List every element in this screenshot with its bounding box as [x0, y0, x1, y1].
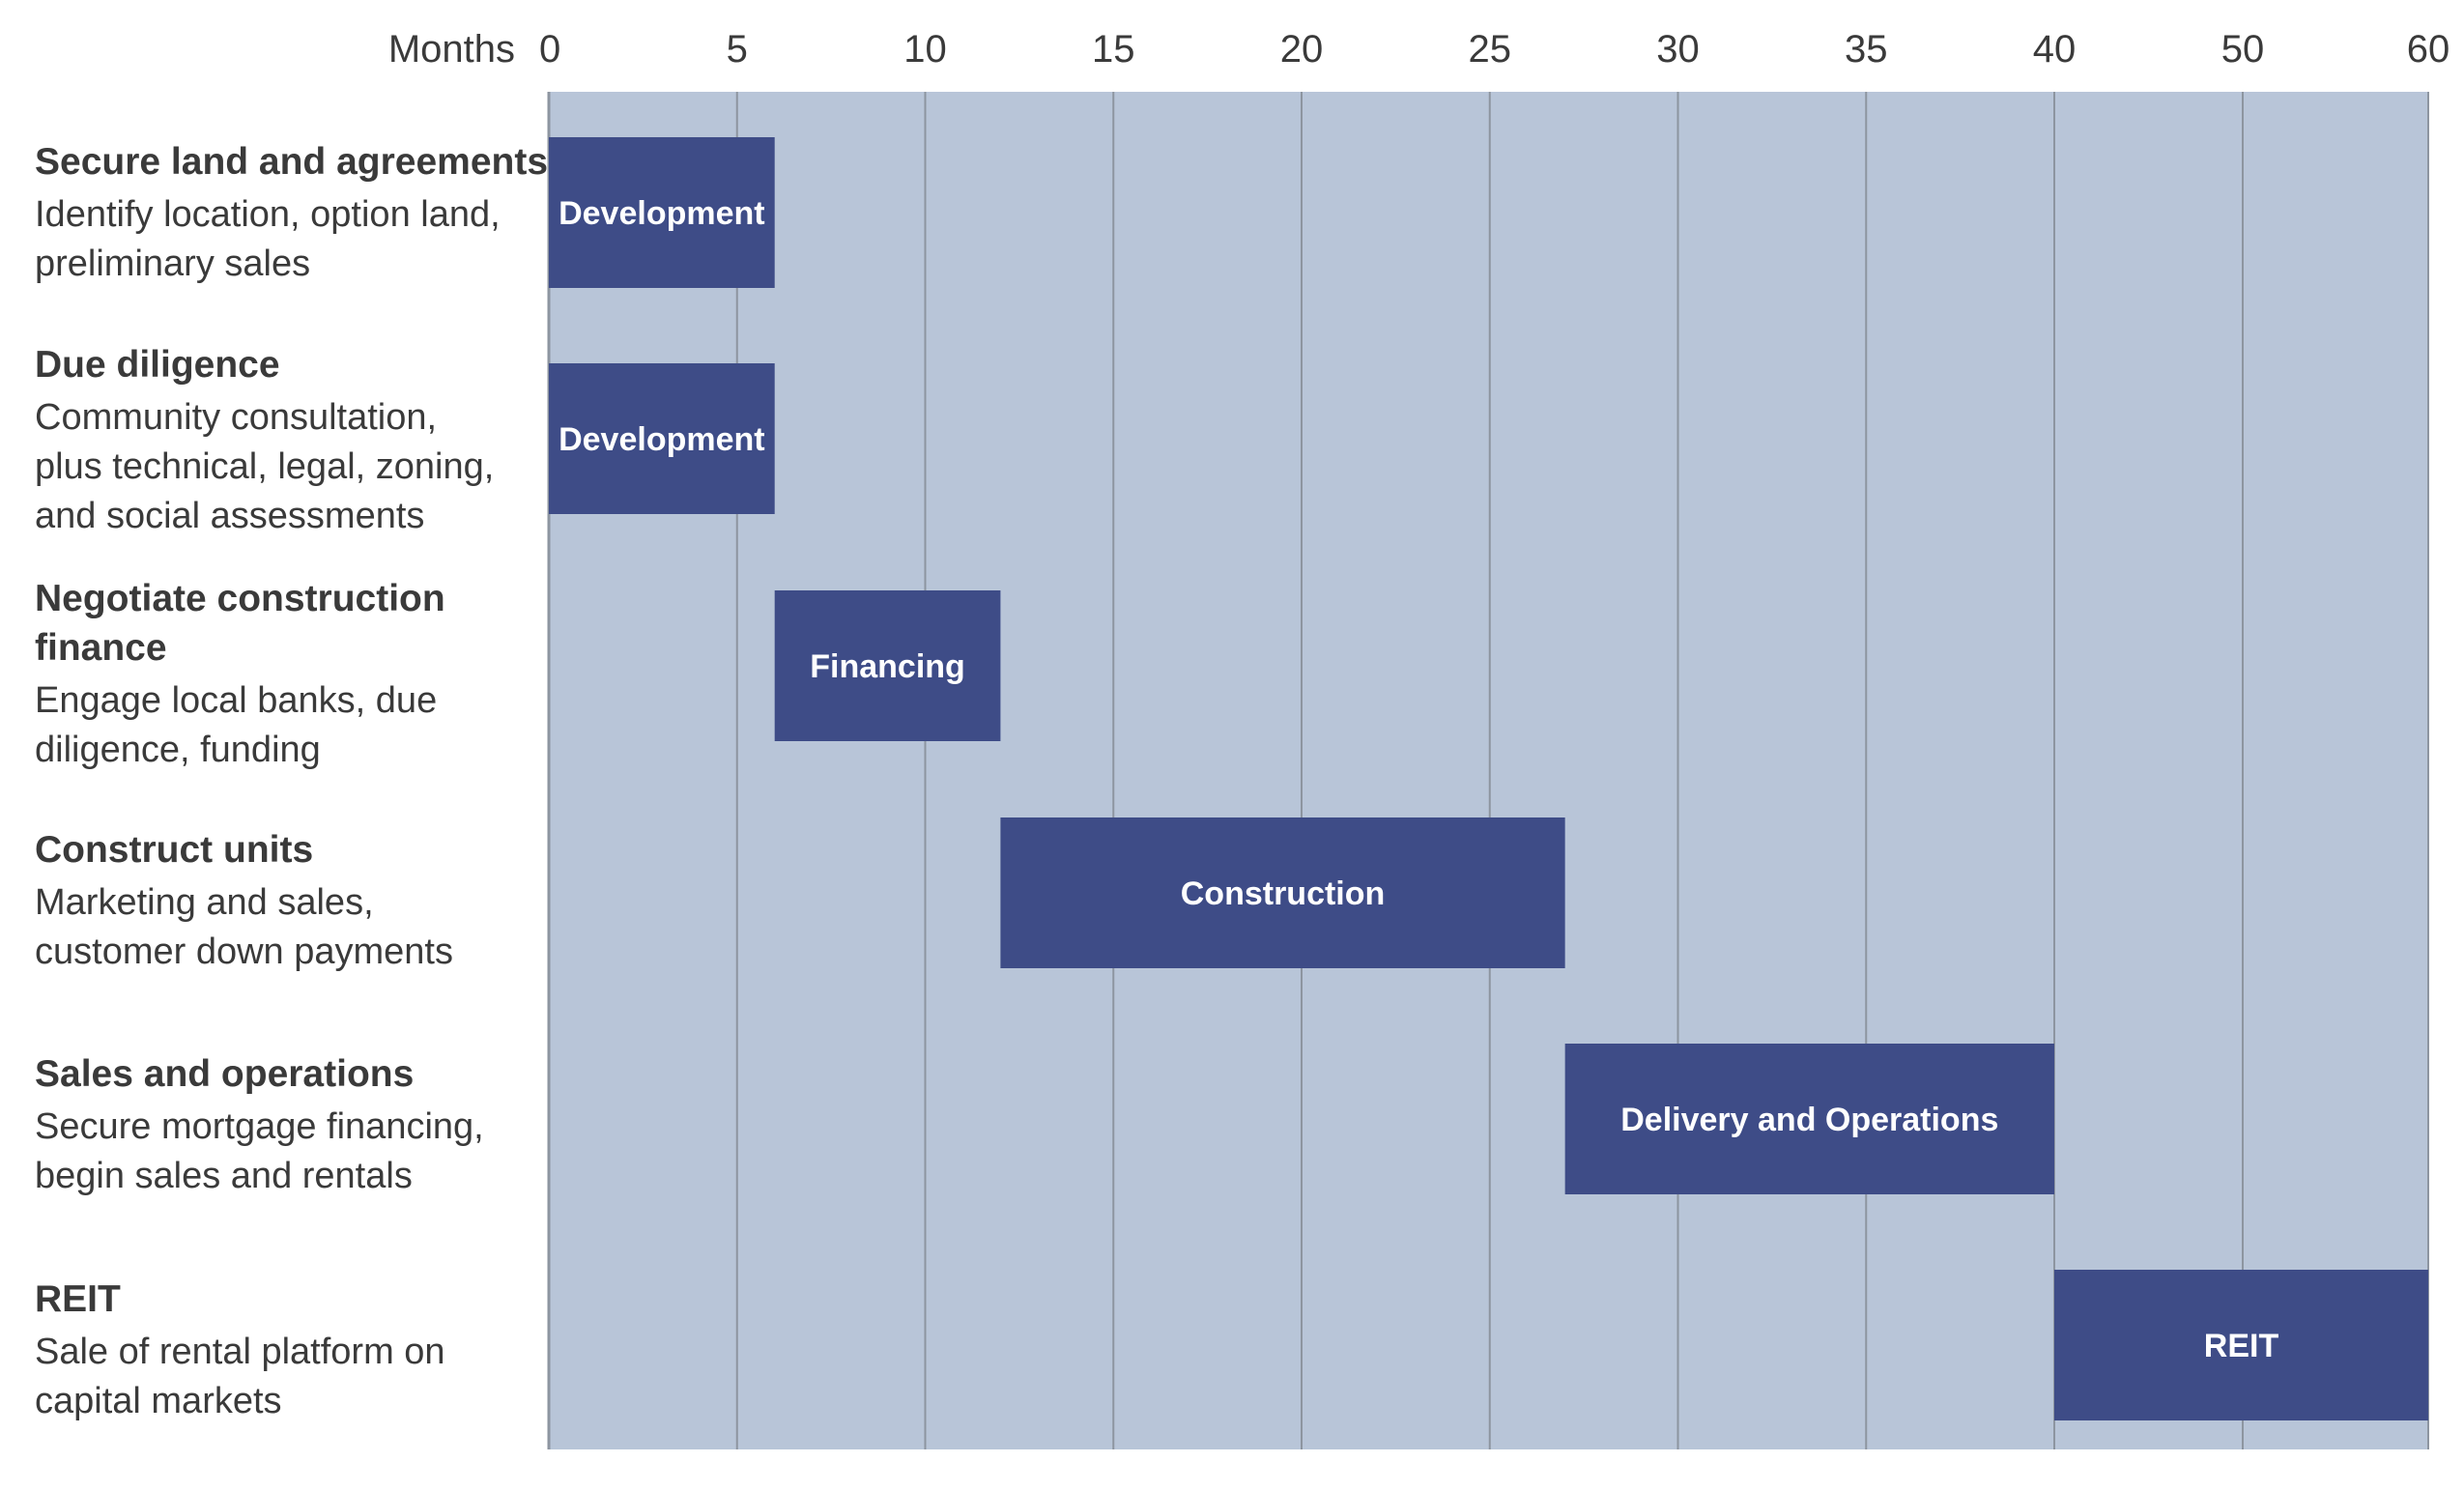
task-description: Secure mortgage financing,: [35, 1106, 484, 1147]
gantt-bar: [1564, 1044, 2054, 1194]
gantt-bar-label: Financing: [810, 648, 965, 685]
gantt-bar: [549, 137, 775, 288]
task-description: capital markets: [35, 1381, 282, 1421]
task-description: and social assessments: [35, 496, 424, 536]
task-description: begin sales and rentals: [35, 1156, 413, 1196]
x-tick-label: 20: [1280, 28, 1324, 71]
x-axis: Months 0 5 10 15 20 25 30 35 40 50 60: [388, 28, 2450, 71]
task-description: diligence, funding: [35, 730, 321, 770]
task-bars: Development Development Financing Construct…: [549, 137, 2428, 1420]
task-title: Sales and operations: [35, 1053, 414, 1095]
task-labels: Secure land and agreements Identify locat…: [35, 141, 548, 1421]
x-tick-label: 30: [1656, 28, 1700, 71]
task-title: Negotiate construction: [35, 578, 445, 619]
x-tick-label: 25: [1469, 28, 1512, 71]
task-description: Sale of rental platform on: [35, 1332, 445, 1372]
task-description: Marketing and sales,: [35, 882, 374, 923]
task-title: Secure land and agreements: [35, 141, 548, 183]
x-axis-unit-label: Months: [388, 28, 515, 71]
gantt-bar-label: REIT: [2204, 1328, 2279, 1364]
x-tick-label: 60: [2407, 28, 2450, 71]
gantt-bar: [774, 590, 1001, 741]
gantt-bar-label: Development: [559, 421, 765, 458]
gantt-bar-label: Delivery and Operations: [1620, 1102, 1998, 1138]
x-tick-label: 0: [539, 28, 560, 71]
x-tick-label: 40: [2033, 28, 2077, 71]
gantt-bar-label: Development: [559, 195, 765, 232]
task-description: Engage local banks, due: [35, 680, 437, 721]
task-description: plus technical, legal, zoning,: [35, 446, 494, 487]
task-title: Construct units: [35, 829, 313, 871]
task-description: customer down payments: [35, 932, 453, 972]
plot-background: [549, 92, 2428, 1449]
gantt-bar-label: Construction: [1181, 875, 1386, 912]
task-title: finance: [35, 627, 167, 669]
gantt-bar: [1000, 817, 1565, 968]
task-description: preliminary sales: [35, 244, 310, 284]
x-tick-label: 10: [903, 28, 947, 71]
task-description: Community consultation,: [35, 397, 437, 438]
grid-lines: [547, 92, 2429, 1449]
task-title: REIT: [35, 1278, 121, 1320]
x-tick-label: 35: [1845, 28, 1888, 71]
task-title: Due diligence: [35, 344, 280, 386]
x-tick-label: 50: [2221, 28, 2265, 71]
gantt-bar: [549, 363, 775, 514]
task-description: Identify location, option land,: [35, 194, 501, 235]
gantt-bar: [2054, 1270, 2428, 1420]
x-tick-label: 15: [1092, 28, 1135, 71]
x-tick-label: 5: [727, 28, 748, 71]
